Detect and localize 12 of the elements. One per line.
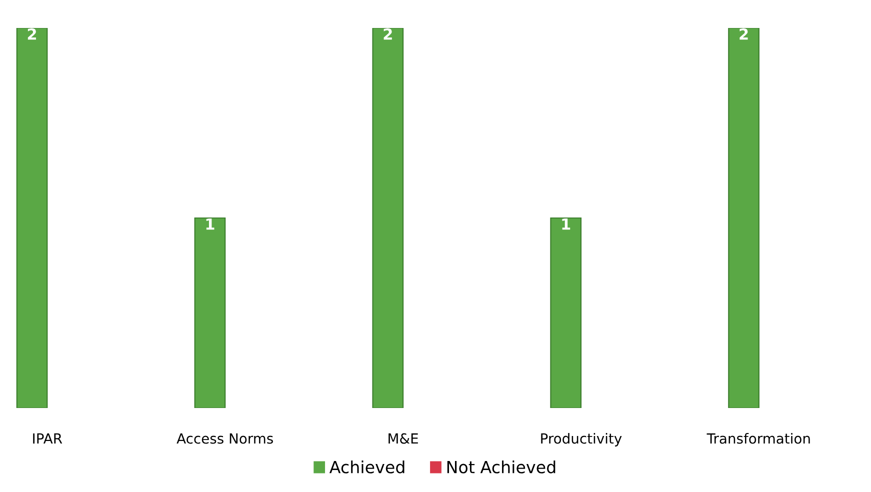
legend-label: Not Achieved — [447, 460, 556, 474]
x-tick-label: M&E — [388, 433, 418, 444]
data-label: 2 — [28, 28, 36, 40]
data-label: 2 — [384, 28, 392, 40]
x-tick-label: IPAR — [33, 433, 62, 444]
legend-label: Achieved — [329, 460, 404, 474]
data-label: 1 — [562, 218, 570, 230]
x-tick-label: Productivity — [541, 433, 622, 446]
x-tick-label: Transformation — [706, 433, 810, 444]
data-label: 1 — [206, 218, 214, 230]
x-tick-label: Access Norms — [176, 433, 273, 444]
data-label: 2 — [740, 28, 748, 40]
